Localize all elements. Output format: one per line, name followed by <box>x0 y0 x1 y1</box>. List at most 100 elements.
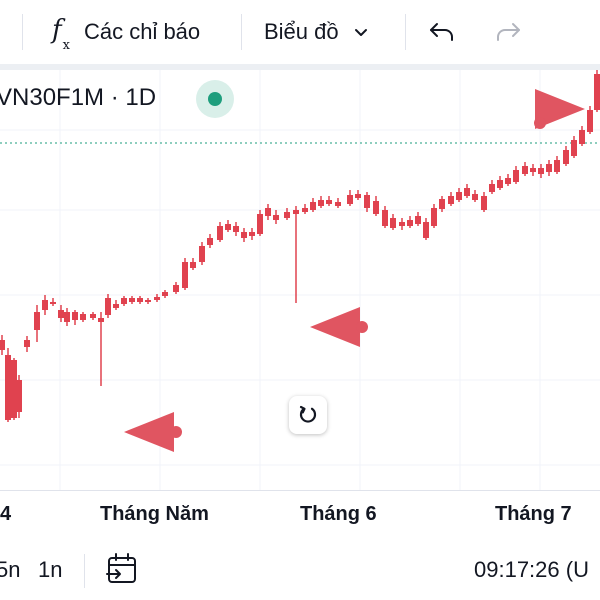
annotation-arrow <box>310 307 360 347</box>
indicators-button[interactable]: fx Các chỉ báo <box>52 0 200 64</box>
candle-body <box>587 110 593 132</box>
toolbar-divider <box>405 14 406 50</box>
candle-body <box>335 202 341 206</box>
x-tick-label: 4 <box>0 503 12 525</box>
candle-body <box>64 312 70 322</box>
candle-body <box>182 262 188 288</box>
candle-body <box>233 226 239 232</box>
candle-body <box>497 180 503 188</box>
toolbar-divider <box>22 14 23 50</box>
candle-body <box>530 168 536 172</box>
candle-body <box>249 232 255 236</box>
undo-icon[interactable] <box>428 20 456 44</box>
interval-5n-button[interactable]: 5n <box>0 540 20 600</box>
candle-body <box>310 202 316 210</box>
candle-body <box>563 150 569 164</box>
candle-body <box>11 360 17 418</box>
candle-body <box>423 222 429 238</box>
candle-body <box>390 218 396 228</box>
candle-body <box>265 208 271 216</box>
candle-body <box>80 314 86 320</box>
candle-body <box>173 285 179 292</box>
candle-body <box>407 220 413 226</box>
candle-body <box>284 212 290 218</box>
chart-type-button[interactable]: Biểu đồ <box>264 0 369 64</box>
annotation-arrow <box>124 412 174 452</box>
candle-body <box>399 222 405 226</box>
annotation-arrow-knob <box>356 321 368 333</box>
candle-body <box>481 196 487 210</box>
candle-body <box>513 170 519 182</box>
candle-body <box>355 194 361 198</box>
clock-time[interactable]: 09:17:26 (U <box>474 540 589 600</box>
candle-body <box>162 292 168 296</box>
candle-body <box>199 246 205 262</box>
candle-body <box>207 238 213 245</box>
candle-body <box>50 302 56 304</box>
calendar-goto-icon[interactable] <box>106 552 138 586</box>
annotation-arrow-right <box>535 89 585 129</box>
candle-body <box>293 210 299 214</box>
candle-body <box>326 200 332 204</box>
candle-body <box>273 215 279 220</box>
candle-body <box>42 300 48 310</box>
candle-body <box>538 168 544 174</box>
candle-body <box>347 195 353 204</box>
candle-body <box>154 297 160 300</box>
candle-body <box>415 216 421 224</box>
candle-body <box>121 298 127 304</box>
reset-rotate-icon <box>299 405 317 423</box>
candle-body <box>546 164 552 172</box>
candle-body <box>522 166 528 174</box>
bottom-divider <box>84 554 85 588</box>
candle-body <box>58 310 64 318</box>
candle-body <box>373 201 379 214</box>
time-label: 09:17:26 (U <box>474 557 589 582</box>
bottom-toolbar: 5n 1n 09:17:26 (U <box>0 540 600 600</box>
toolbar-divider <box>241 14 242 50</box>
candle-body <box>439 199 445 209</box>
redo-icon[interactable] <box>494 20 522 44</box>
candle-body <box>431 208 437 226</box>
symbol-label: VN30F1M · 1D <box>0 84 157 111</box>
candle-body <box>72 312 78 320</box>
candle-body <box>302 208 308 212</box>
market-open-dot <box>208 92 222 106</box>
candle-body <box>113 304 119 308</box>
candle-body <box>24 340 30 347</box>
candle-body <box>90 314 96 318</box>
candle-body <box>257 214 263 234</box>
candle-body <box>190 262 196 268</box>
annotation-arrow-knob <box>170 426 182 438</box>
price-chart[interactable] <box>0 70 600 490</box>
candle-body <box>382 210 388 226</box>
interval-1n-button[interactable]: 1n <box>38 540 62 600</box>
candle-body <box>217 226 223 240</box>
market-status-indicator[interactable] <box>196 80 234 118</box>
candle-body <box>364 195 370 208</box>
symbol-legend[interactable]: VN30F1M · 1D <box>0 78 156 118</box>
candle-body <box>0 340 5 350</box>
candle-body <box>241 232 247 238</box>
candle-body <box>554 160 560 172</box>
candle-body <box>464 188 470 196</box>
candle-body <box>571 140 577 156</box>
candle-body <box>98 318 104 322</box>
interval-label: 1n <box>38 557 63 582</box>
candle-body <box>16 380 22 412</box>
chevron-down-icon <box>354 29 367 36</box>
candle-body <box>225 224 231 230</box>
reset-chart-button[interactable] <box>289 396 327 434</box>
candle-body <box>594 74 600 110</box>
candle-body <box>145 300 151 302</box>
candle-body <box>489 184 495 192</box>
candle-body <box>34 312 40 330</box>
indicators-label: Các chỉ báo <box>83 19 201 44</box>
candle-body <box>472 194 478 200</box>
candle-body <box>579 130 585 144</box>
x-tick-label: Tháng 6 <box>300 503 377 525</box>
candle-body <box>505 178 511 184</box>
candle-body <box>137 298 143 302</box>
x-tick-label: Tháng 7 <box>495 503 572 525</box>
candle-body <box>448 196 454 204</box>
